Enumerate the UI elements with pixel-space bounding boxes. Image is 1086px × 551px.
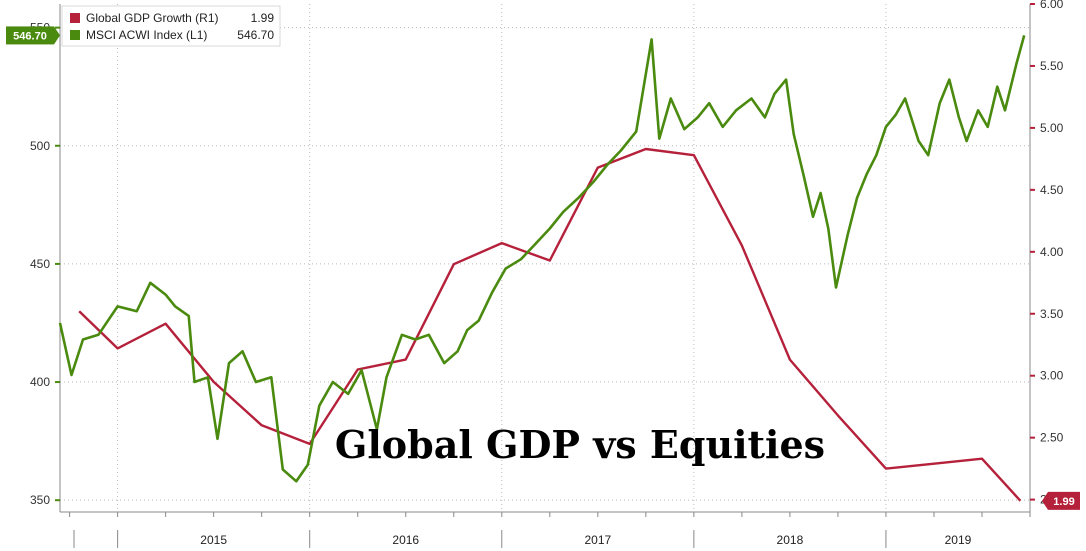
tick-label-right-5.00: 5.00	[1040, 121, 1064, 135]
legend-label-msci: MSCI ACWI Index (L1)	[86, 28, 207, 42]
series-line-msci	[58, 35, 1026, 483]
tick-label-right-6.00: 6.00	[1040, 0, 1064, 11]
grid-layer	[60, 4, 1030, 512]
legend-swatch-msci	[70, 30, 80, 40]
tick-label-x-2018: 2018	[777, 533, 804, 547]
badge-gdp-bg	[1048, 491, 1080, 510]
badge-gdp-pointer	[1042, 491, 1048, 510]
tick-label-x-2017: 2017	[584, 533, 611, 547]
legend-value-msci: 546.70	[237, 28, 274, 42]
badge-msci-pointer	[54, 26, 60, 45]
tick-label-x-2019: 2019	[945, 533, 972, 547]
tick-label-right-3.00: 3.00	[1040, 369, 1064, 383]
tick-label-left-500: 500	[30, 139, 50, 153]
tick-label-right-2.50: 2.50	[1040, 431, 1064, 445]
tick-label-left-450: 450	[30, 257, 50, 271]
badge-gdp-value: 1.99	[1053, 496, 1074, 508]
legend-label-gdp: Global GDP Growth (R1)	[86, 11, 219, 25]
tick-label-left-350: 350	[30, 493, 50, 507]
badge-msci-value: 546.70	[13, 30, 47, 42]
legend-value-gdp: 1.99	[251, 11, 275, 25]
tick-label-x-2016: 2016	[392, 533, 419, 547]
series-layer	[58, 35, 1026, 502]
tick-label-right-4.00: 4.00	[1040, 245, 1064, 259]
tick-label-right-3.50: 3.50	[1040, 307, 1064, 321]
tick-label-right-5.50: 5.50	[1040, 59, 1064, 73]
badge-msci-last: 546.70	[6, 26, 60, 45]
badge-msci-bg	[6, 26, 54, 45]
series-line-gdp	[78, 147, 1022, 502]
legend-swatch-gdp	[70, 13, 80, 23]
legend-box	[61, 5, 281, 47]
legend: Global GDP Growth (R1) 1.99 MSCI ACWI In…	[61, 5, 281, 47]
tick-label-left-400: 400	[30, 375, 50, 389]
overlay-title: Global GDP vs Equities	[335, 422, 825, 467]
badge-gdp-last: 1.99	[1042, 491, 1080, 510]
tick-label-right-4.50: 4.50	[1040, 183, 1064, 197]
tick-label-x-2015: 2015	[200, 533, 227, 547]
